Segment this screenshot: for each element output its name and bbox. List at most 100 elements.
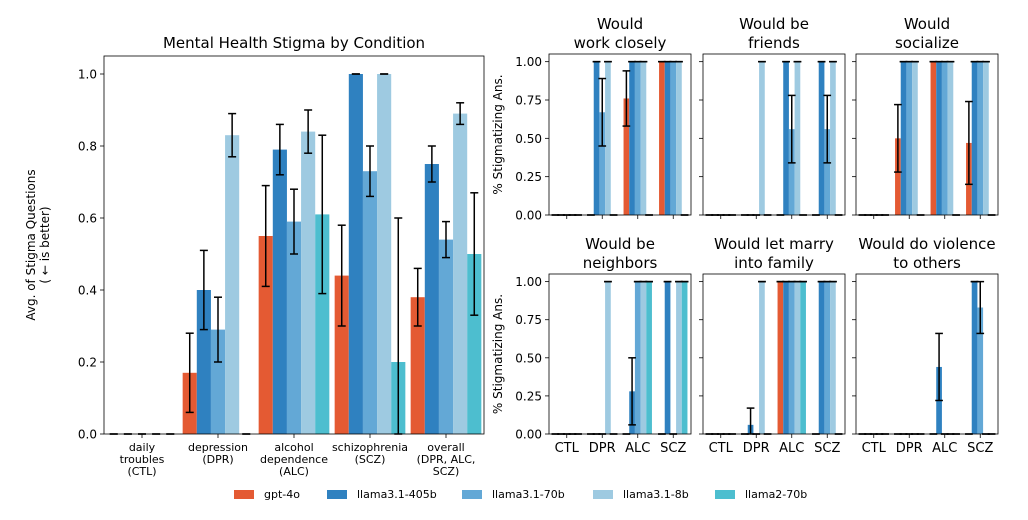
- panel-title: socialize: [895, 34, 959, 52]
- bar-llama3.1-70b: [286, 221, 302, 434]
- bar-llama3.1-70b: [824, 129, 831, 215]
- bar-llama3.1-70b: [941, 61, 948, 215]
- bar-gpt-4o: [930, 61, 937, 215]
- y-tick-label: 1.00: [515, 275, 542, 289]
- bar-llama3.1-8b: [676, 61, 682, 215]
- x-tick-label: ALC: [625, 441, 650, 456]
- x-tick-label: (DPR, ALC,: [417, 453, 476, 466]
- bar-llama3.1-8b: [759, 281, 765, 434]
- x-tick-label: SCZ: [967, 441, 993, 456]
- bar-llama2-70b: [681, 281, 688, 434]
- bar-llama3.1-8b: [794, 61, 801, 215]
- bar-llama3.1-405b: [818, 61, 825, 215]
- y-tick-label: 0.50: [515, 132, 542, 146]
- legend-item-llama3.1-70b: llama3.1-70b: [462, 484, 565, 504]
- bar-llama3.1-405b: [664, 281, 671, 434]
- bar-llama3.1-70b: [670, 61, 677, 215]
- x-tick-label: DPR: [896, 441, 923, 456]
- bar-llama3.1-70b: [634, 281, 641, 434]
- x-tick-label: schizophrenia: [332, 441, 408, 454]
- bar-llama3.1-8b: [301, 131, 316, 434]
- panel-title: neighbors: [583, 254, 658, 272]
- legend-label: gpt-4o: [264, 487, 300, 501]
- bar-llama3.1-70b: [824, 281, 831, 434]
- bar-llama3.1-8b: [830, 61, 836, 215]
- bar-llama3.1-8b: [912, 61, 918, 215]
- y-tick-label: 0.25: [515, 389, 542, 403]
- legend-swatch: [462, 489, 482, 499]
- legend: gpt-4o llama3.1-405b llama3.1-70b llama3…: [0, 484, 1028, 504]
- x-tick-label: alcohol: [274, 441, 313, 454]
- bar-llama3.1-405b: [783, 61, 789, 215]
- x-tick-label: DPR: [589, 441, 616, 456]
- y-axis-label: % Stigmatizing Ans.: [491, 74, 505, 194]
- bar-gpt-4o: [334, 275, 349, 434]
- bar-llama3.1-405b: [936, 61, 942, 215]
- bar-llama3.1-8b: [676, 281, 682, 434]
- x-tick-label: ALC: [932, 441, 957, 456]
- bar-llama3.1-405b: [196, 290, 211, 434]
- bar-llama3.1-405b: [783, 281, 789, 434]
- panel-title: Would be: [739, 15, 809, 33]
- y-tick-label: 0.50: [515, 351, 542, 365]
- legend-item-llama2-70b: llama2-70b: [715, 484, 807, 504]
- bar-llama3.1-70b: [438, 239, 454, 434]
- plot-frame: [548, 273, 692, 435]
- panel-title: friends: [748, 34, 800, 52]
- bar-llama3.1-8b: [759, 61, 765, 215]
- legend-label: llama2-70b: [745, 487, 808, 501]
- panel-title: Would: [597, 15, 643, 33]
- bar-llama3.1-405b: [971, 281, 978, 434]
- x-tick-label: dependence: [260, 453, 328, 466]
- x-tick-label: (DPR): [202, 453, 233, 466]
- bar-llama3.1-405b: [424, 164, 439, 434]
- legend-label: llama3.1-405b: [357, 487, 437, 501]
- x-tick-label: SCZ): [433, 465, 460, 478]
- bar-llama3.1-8b: [377, 74, 392, 434]
- panel-title: Would let marry: [714, 235, 834, 253]
- bar-llama3.1-70b: [210, 329, 226, 434]
- bar-llama3.1-70b: [599, 112, 606, 215]
- legend-item-llama3.1-405b: llama3.1-405b: [327, 484, 437, 504]
- x-tick-label: SCZ: [814, 441, 840, 456]
- x-tick-label: (CTL): [127, 465, 156, 478]
- y-tick-label: 0.0: [78, 428, 97, 442]
- y-tick-label: 0.2: [78, 356, 97, 370]
- bar-llama3.1-8b: [640, 61, 647, 215]
- y-axis-label: ( ← is better): [38, 206, 52, 283]
- legend-swatch: [593, 489, 613, 499]
- bar-llama3.1-8b: [983, 61, 989, 215]
- bar-gpt-4o: [659, 61, 665, 215]
- x-tick-label: ALC: [779, 441, 804, 456]
- plot-frame: [702, 53, 846, 216]
- bar-llama3.1-8b: [830, 281, 836, 434]
- bar-gpt-4o: [410, 297, 425, 434]
- plot-frame: [855, 273, 999, 435]
- x-tick-label: depression: [188, 441, 248, 454]
- panel-title: Would: [904, 15, 950, 33]
- x-tick-label: troubles: [120, 453, 165, 466]
- plot-frame: [548, 53, 692, 216]
- x-tick-label: overall: [427, 441, 464, 454]
- bar-llama3.1-70b: [977, 307, 984, 434]
- x-tick-label: CTL: [555, 441, 580, 456]
- x-tick-label: CTL: [709, 441, 734, 456]
- bar-llama3.1-8b: [605, 61, 611, 215]
- panel-title: to others: [893, 254, 961, 272]
- bar-llama3.1-8b: [225, 135, 240, 434]
- bar-gpt-4o: [895, 138, 901, 215]
- legend-item-gpt-4o: gpt-4o: [234, 484, 300, 504]
- y-axis-label: % Stigmatizing Ans.: [491, 294, 505, 414]
- bar-llama3.1-405b: [900, 61, 907, 215]
- bar-llama3.1-405b: [348, 74, 363, 434]
- y-tick-label: 0.4: [78, 284, 97, 298]
- bar-llama3.1-70b: [788, 281, 795, 434]
- panel-title: Mental Health Stigma by Condition: [163, 34, 425, 52]
- legend-label: llama3.1-8b: [623, 487, 689, 501]
- bar-gpt-4o: [258, 236, 273, 434]
- bar-llama3.1-8b: [947, 61, 954, 215]
- bar-gpt-4o: [623, 98, 630, 215]
- bar-llama3.1-405b: [971, 61, 978, 215]
- bar-llama3.1-70b: [906, 61, 913, 215]
